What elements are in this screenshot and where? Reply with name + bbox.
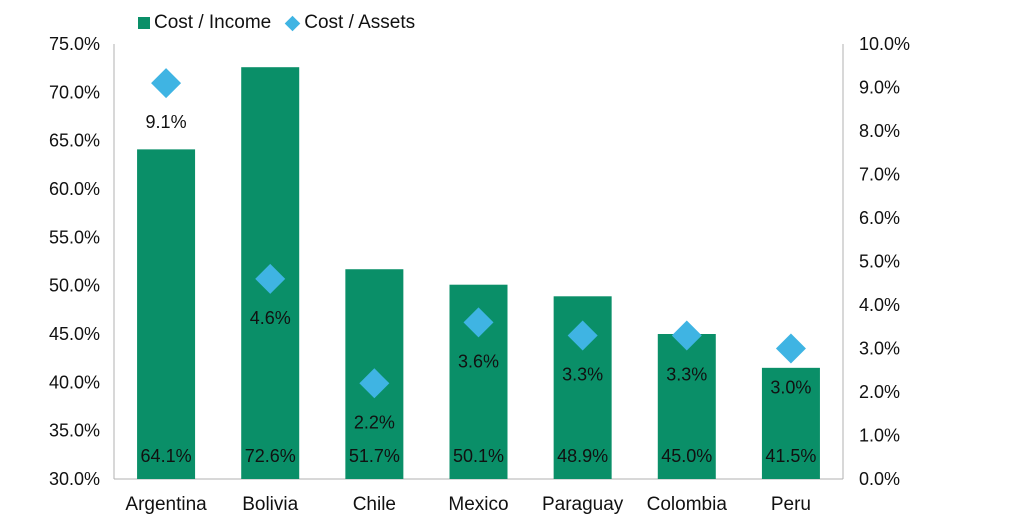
right-axis-tick-label: 1.0% (859, 426, 900, 446)
left-axis-tick-label: 50.0% (49, 276, 100, 296)
category-label: Chile (353, 494, 396, 515)
point-data-label: 9.1% (146, 112, 187, 132)
left-axis-tick-label: 55.0% (49, 227, 100, 247)
bar-cost-income (761, 367, 820, 479)
right-axis-tick-label: 2.0% (859, 382, 900, 402)
bar-data-label: 51.7% (349, 446, 400, 466)
right-axis-tick-label: 10.0% (859, 34, 910, 54)
right-axis-tick-label: 5.0% (859, 252, 900, 272)
category-label: Colombia (647, 494, 728, 515)
right-axis-tick-label: 6.0% (859, 208, 900, 228)
point-cost-assets (151, 68, 182, 99)
point-data-label: 2.2% (354, 412, 395, 432)
point-cost-assets (671, 320, 702, 351)
legend-item-cost-assets[interactable]: Cost / Assets (284, 12, 416, 34)
right-axis-tick-label: 9.0% (859, 78, 900, 98)
bar-data-label: 48.9% (557, 446, 608, 466)
left-axis-tick-label: 65.0% (49, 131, 100, 151)
right-axis-tick-label: 0.0% (859, 469, 900, 489)
legend-item-cost-income[interactable]: Cost / Income (138, 12, 271, 34)
category-label: Mexico (448, 494, 508, 515)
legend-swatch-cost-income (138, 17, 150, 29)
left-axis-tick-label: 30.0% (49, 469, 100, 489)
right-axis-tick-label: 3.0% (859, 339, 900, 359)
category-label: Argentina (125, 494, 207, 515)
point-data-label: 4.6% (250, 308, 291, 328)
chart-legend: Cost / Income Cost / Assets (138, 10, 431, 36)
bar-data-label: 41.5% (765, 446, 816, 466)
left-axis-tick-label: 70.0% (49, 82, 100, 102)
category-label: Peru (771, 494, 811, 515)
legend-label-cost-assets: Cost / Assets (304, 12, 416, 33)
category-label: Bolivia (242, 494, 298, 515)
point-cost-assets (463, 307, 494, 338)
point-cost-assets (775, 333, 806, 364)
bar-cost-income (657, 334, 716, 479)
legend-label-cost-income: Cost / Income (154, 12, 272, 33)
left-axis-tick-label: 75.0% (49, 34, 100, 54)
category-label: Paraguay (542, 494, 624, 515)
point-data-label: 3.6% (458, 351, 499, 371)
bar-data-label: 45.0% (661, 446, 712, 466)
left-axis-tick-label: 35.0% (49, 421, 100, 441)
right-axis-tick-label: 7.0% (859, 165, 900, 185)
bar-data-label: 64.1% (141, 446, 192, 466)
bar-data-label: 50.1% (453, 446, 504, 466)
right-axis-tick-label: 8.0% (859, 121, 900, 141)
bar-data-label: 72.6% (245, 446, 296, 466)
left-axis-tick-label: 40.0% (49, 372, 100, 392)
point-data-label: 3.3% (562, 364, 603, 384)
point-data-label: 3.0% (770, 378, 811, 398)
point-data-label: 3.3% (666, 364, 707, 384)
point-cost-assets (567, 320, 598, 351)
left-axis-tick-label: 45.0% (49, 324, 100, 344)
right-axis-tick-label: 4.0% (859, 295, 900, 315)
left-axis-tick-label: 60.0% (49, 179, 100, 199)
bar-cost-income (137, 149, 196, 479)
point-cost-assets (359, 368, 390, 399)
point-cost-assets (255, 263, 286, 294)
